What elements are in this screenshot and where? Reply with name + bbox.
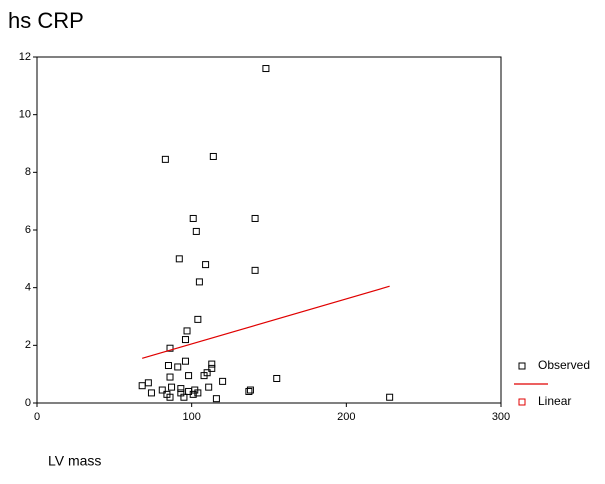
point	[147, 389, 155, 397]
x-tick-label: 300	[492, 411, 510, 423]
point	[158, 386, 166, 394]
point	[202, 261, 210, 269]
point	[180, 393, 188, 401]
point	[386, 393, 394, 401]
point	[194, 389, 202, 397]
point	[164, 362, 172, 370]
point	[177, 385, 185, 393]
x-tick-label: 100	[182, 411, 200, 423]
point	[212, 395, 220, 403]
chart-title: hs CRP	[8, 8, 84, 33]
point	[166, 373, 174, 381]
point	[195, 278, 203, 286]
point	[245, 387, 253, 395]
y-tick-label: 6	[25, 224, 31, 236]
point	[194, 315, 202, 323]
point	[166, 344, 174, 352]
point	[181, 336, 189, 344]
point	[200, 372, 208, 380]
x-axis-label: LV mass	[48, 453, 101, 469]
y-tick-label: 12	[19, 51, 31, 63]
point	[185, 372, 193, 380]
fit-line	[142, 285, 390, 359]
point	[192, 227, 200, 235]
point	[262, 65, 270, 73]
y-tick-label: 10	[19, 109, 31, 121]
y-tick-label: 8	[25, 166, 31, 178]
y-tick-label: 0	[25, 397, 31, 409]
point	[219, 377, 227, 385]
point	[166, 393, 174, 401]
legend-marker	[518, 362, 526, 370]
y-tick-label: 2	[25, 339, 31, 351]
point	[189, 390, 197, 398]
point	[273, 374, 281, 382]
x-tick-label: 0	[34, 411, 40, 423]
x-tick-label: 200	[337, 411, 355, 423]
legend-label: Linear	[538, 394, 571, 408]
point	[168, 383, 176, 391]
point	[174, 363, 182, 371]
point	[209, 152, 217, 160]
legend-marker	[518, 398, 526, 406]
plot-frame	[36, 56, 502, 404]
point	[208, 364, 216, 372]
point	[161, 155, 169, 163]
point	[246, 386, 254, 394]
point	[138, 382, 146, 390]
point	[251, 214, 259, 222]
point	[144, 379, 152, 387]
point	[251, 266, 259, 274]
point	[208, 360, 216, 368]
point	[205, 383, 213, 391]
point	[183, 327, 191, 335]
point	[175, 255, 183, 263]
point	[189, 214, 197, 222]
point	[181, 357, 189, 365]
y-tick-label: 4	[25, 282, 31, 294]
legend-label: Observed	[538, 358, 590, 372]
